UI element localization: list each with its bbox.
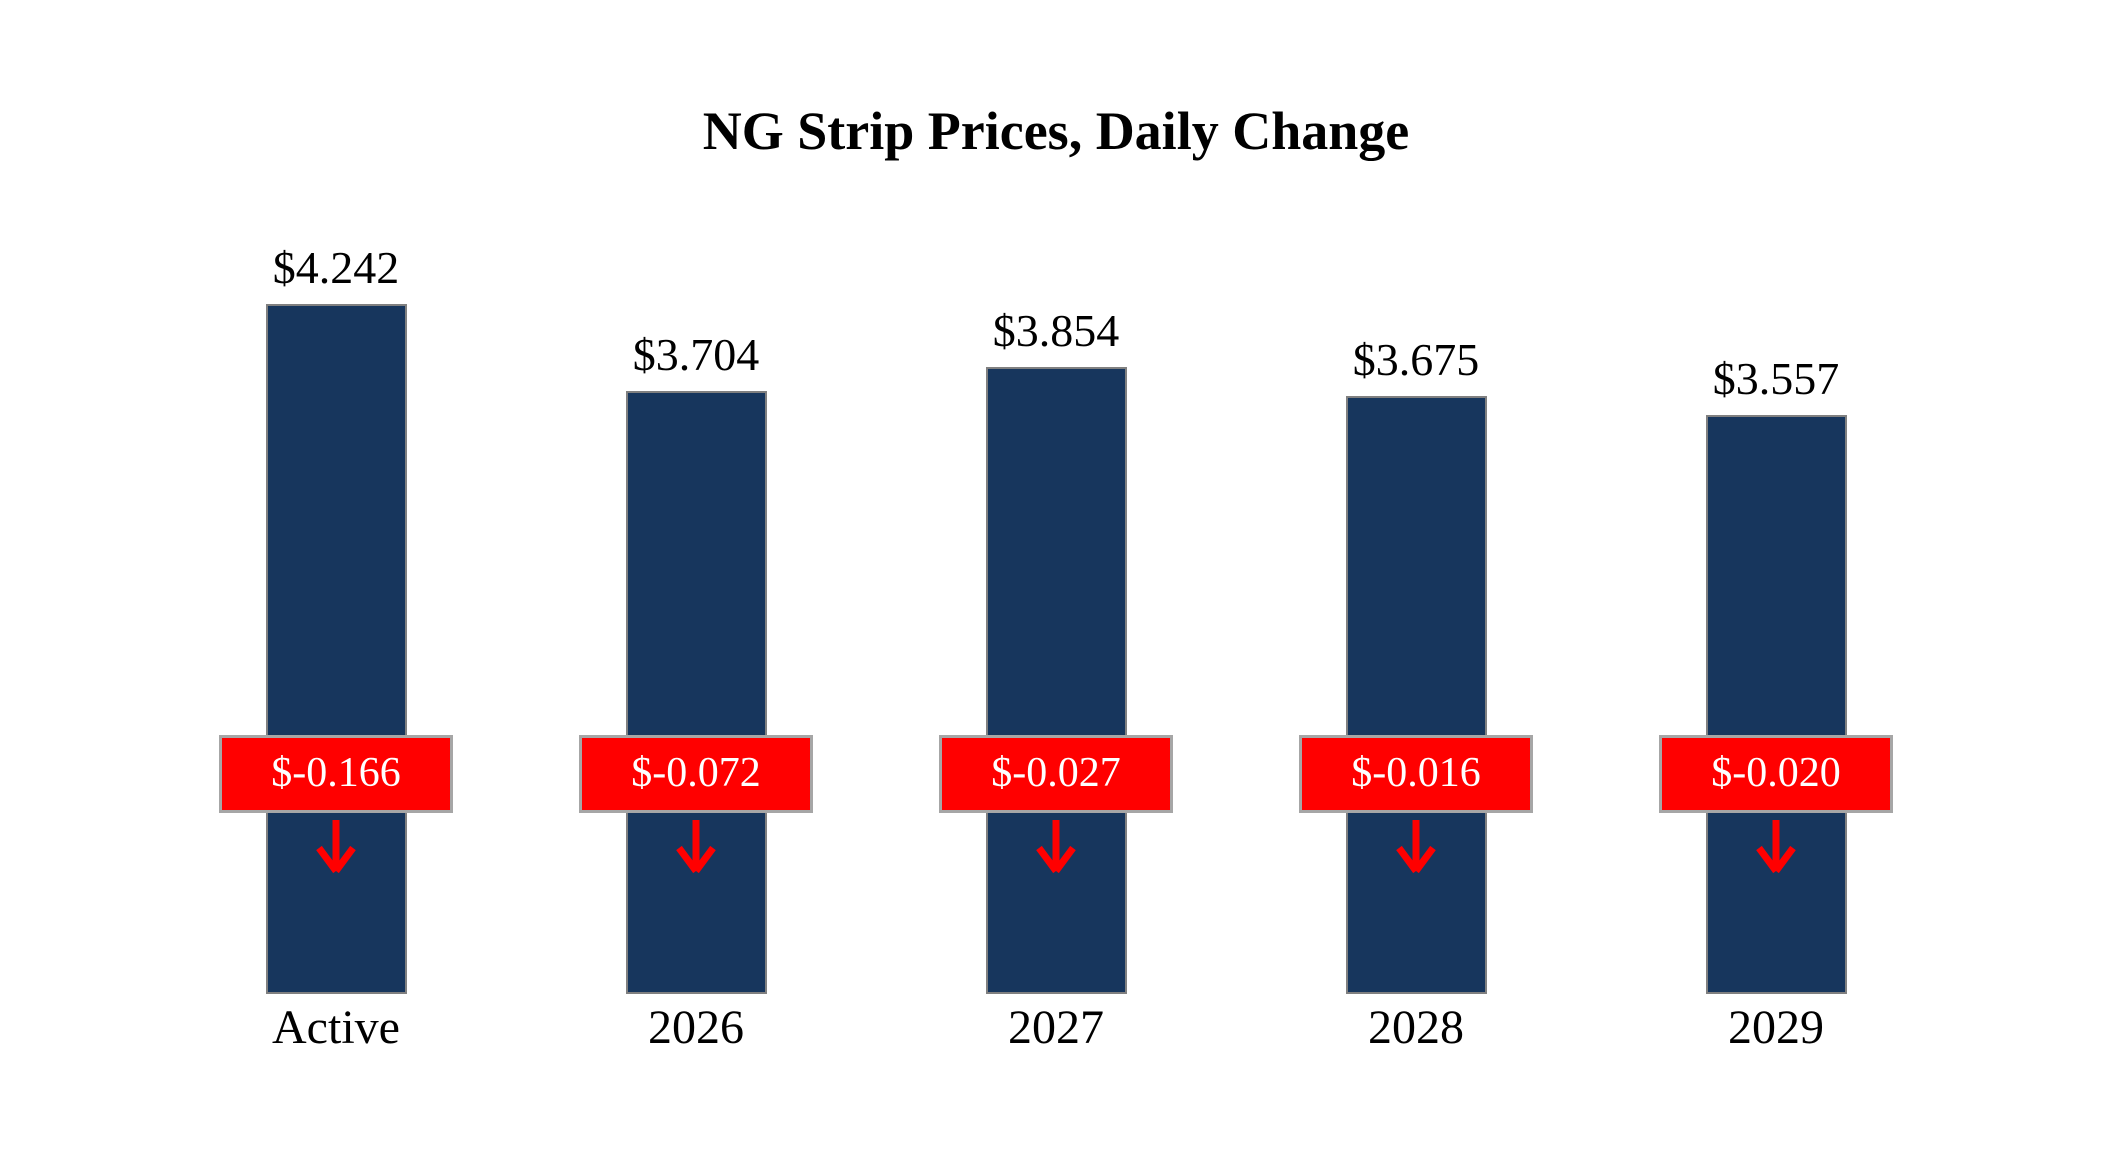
chart-column: $3.704 $-0.072 2026 (516, 0, 876, 1152)
category-label: 2026 (648, 1001, 744, 1054)
down-arrow-icon (316, 820, 356, 874)
chart-column: $3.854 $-0.027 2027 (876, 0, 1236, 1152)
price-bar (626, 391, 767, 994)
price-bar (1346, 396, 1487, 994)
daily-change-box: $-0.016 (1299, 735, 1533, 813)
price-bar (986, 367, 1127, 994)
chart-column: $4.242 $-0.166 Active (156, 0, 516, 1152)
down-arrow-icon (1756, 820, 1796, 874)
bar-value-label: $3.675 (1352, 334, 1480, 386)
down-arrow-icon (1036, 820, 1076, 874)
bar-value-label: $3.704 (632, 329, 760, 381)
category-label: 2029 (1728, 1001, 1824, 1054)
price-bar (266, 304, 407, 994)
daily-change-box: $-0.072 (579, 735, 813, 813)
category-label: 2028 (1368, 1001, 1464, 1054)
price-bar (1706, 415, 1847, 994)
chart-columns: $4.242 $-0.166 Active $3.704 $-0.072 2026 $3.8… (156, 0, 1956, 1152)
chart-column: $3.557 $-0.020 2029 (1596, 0, 1956, 1152)
daily-change-box: $-0.027 (939, 735, 1173, 813)
down-arrow-icon (1396, 820, 1436, 874)
chart-title: NG Strip Prices, Daily Change (702, 101, 1410, 161)
daily-change-box: $-0.166 (219, 735, 453, 813)
category-label: Active (272, 1001, 400, 1054)
bar-value-label: $3.557 (1712, 353, 1840, 405)
daily-change-box: $-0.020 (1659, 735, 1893, 813)
bar-value-label: $4.242 (272, 242, 400, 294)
bar-value-label: $3.854 (992, 305, 1120, 357)
chart-column: $3.675 $-0.016 2028 (1236, 0, 1596, 1152)
category-label: 2027 (1008, 1001, 1104, 1054)
down-arrow-icon (676, 820, 716, 874)
